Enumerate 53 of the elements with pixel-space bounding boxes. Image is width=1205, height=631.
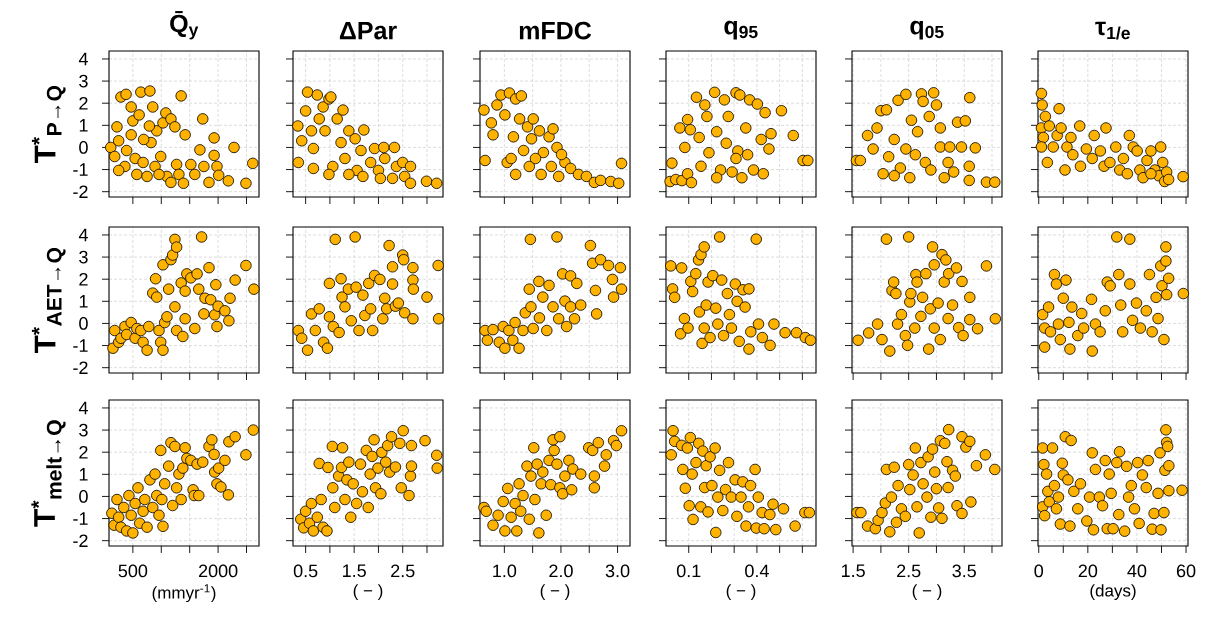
x-tick-label: 0.5	[293, 564, 318, 578]
y-tick-label: 2	[79, 272, 88, 286]
x-axis-title: (days)	[1090, 584, 1136, 600]
chart-title: ΔPar	[339, 22, 397, 40]
y-tick-label: -2	[73, 361, 88, 374]
chart-title: q$_{95}$	[724, 20, 758, 40]
x-axis-title: ( − )	[726, 584, 756, 600]
y-tick-label: 0	[79, 490, 88, 503]
y-tick-label: 1	[79, 119, 88, 132]
y-axis-title: T$^{*}$melt→Q	[31, 420, 66, 527]
x-tick-label: 40	[1127, 564, 1147, 578]
x-tick-label: 1.0	[493, 564, 517, 578]
x-tick-label: 2.5	[391, 564, 415, 578]
x-tick-label: 2000	[198, 564, 238, 578]
x-tick-label: 1.5	[343, 564, 366, 578]
x-tick-label: 2.0	[549, 564, 573, 578]
x-axis-title: ( − )	[912, 584, 942, 600]
y-tick-label: -1	[73, 339, 88, 352]
x-tick-label: 500	[118, 564, 148, 578]
y-tick-label: 1	[79, 295, 88, 308]
y-tick-label: 0	[79, 317, 88, 330]
chart-title: Q̄$_{y}$	[170, 11, 199, 40]
y-tick-label: -2	[73, 185, 88, 198]
x-tick-label: 3.5	[952, 564, 976, 578]
y-tick-label: 1	[79, 468, 88, 481]
x-tick-label: 2.5	[897, 564, 921, 578]
x-tick-label: 1.5	[841, 564, 865, 578]
x-axis-title: ( − )	[353, 584, 383, 600]
y-tick-label: 3	[79, 423, 88, 437]
y-tick-label: 3	[79, 74, 88, 88]
y-tick-label: -1	[73, 512, 88, 525]
y-tick-label: 3	[79, 250, 88, 264]
y-tick-label: 2	[79, 445, 88, 459]
y-axis-title: T$^{*}$AET→Q	[31, 247, 66, 354]
y-axis-title: T$^{*}$P→Q	[31, 85, 66, 164]
chart-title: τ$_{1/e}$	[1095, 21, 1130, 40]
x-tick-label: 60	[1176, 564, 1196, 578]
y-tick-label: -1	[73, 163, 88, 176]
x-tick-label: 0	[1034, 564, 1044, 578]
x-axis-title: ( − )	[540, 584, 570, 600]
x-axis-title: (mmyr$^{-1}$)	[152, 584, 216, 603]
chart-title: mFDC	[519, 21, 592, 40]
x-tick-label: 0.1	[676, 564, 701, 578]
y-tick-label: 2	[79, 96, 88, 110]
y-tick-label: 0	[79, 141, 88, 154]
y-tick-label: 4	[78, 228, 88, 242]
chart-title: q$_{05}$	[910, 20, 944, 40]
y-tick-label: 4	[78, 401, 88, 415]
x-tick-label: 3.0	[605, 564, 630, 578]
x-tick-label: 0.4	[745, 564, 769, 578]
x-tick-label: 20	[1078, 564, 1098, 578]
y-tick-label: 4	[78, 52, 88, 66]
y-tick-label: -2	[73, 534, 88, 547]
